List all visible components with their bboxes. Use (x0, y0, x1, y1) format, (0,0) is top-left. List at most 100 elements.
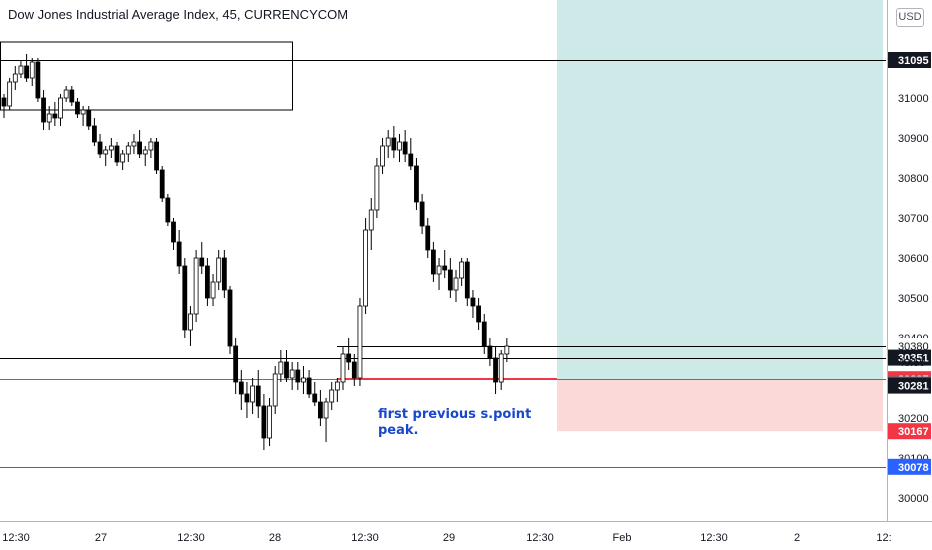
candle-body (380, 145, 385, 167)
candle (103, 146, 109, 166)
candle (244, 382, 250, 418)
candle (351, 354, 357, 386)
x-tick-label: 12:30 (177, 532, 205, 544)
candle (131, 134, 137, 154)
chart-title: Dow Jones Industrial Average Index, 45, … (8, 7, 349, 22)
candle-body (238, 381, 244, 395)
candle (464, 258, 470, 306)
candle (447, 258, 453, 298)
candle-body (125, 145, 131, 155)
candle (329, 382, 335, 410)
candle (52, 102, 58, 126)
candle (312, 382, 318, 406)
candle-body (80, 109, 86, 115)
x-tick-label: 12:30 (2, 532, 30, 544)
candle (148, 138, 154, 158)
candle-body (103, 149, 109, 155)
candle (199, 242, 205, 274)
x-tick-label: Feb (613, 532, 632, 544)
price-label-30167: 30167 (898, 426, 929, 438)
candle-body (425, 225, 431, 251)
y-tick-label-31000: 31000 (898, 93, 929, 105)
loss-zone (557, 379, 883, 432)
candle-body (317, 401, 323, 419)
y-tick-label-30800: 30800 (898, 173, 929, 185)
y-tick-label-30200: 30200 (898, 413, 929, 425)
candle (430, 242, 436, 282)
candle (425, 218, 431, 258)
candle-body (442, 265, 448, 271)
price-label-bg (888, 458, 931, 475)
candle-body (323, 401, 329, 419)
candle-body (430, 249, 436, 275)
candle (125, 142, 131, 162)
candle-body (476, 305, 482, 323)
candle-body (397, 141, 402, 151)
candle (29, 58, 35, 86)
candle-body (142, 149, 148, 155)
candle (278, 350, 284, 382)
candle-body (306, 377, 312, 395)
candle (120, 150, 126, 170)
candle (75, 98, 80, 118)
candle (41, 90, 46, 130)
candle-body (148, 141, 154, 151)
candle-body (159, 169, 165, 199)
candle (142, 146, 148, 166)
candle-body (408, 153, 414, 167)
candle-body (272, 373, 278, 407)
position-zones (557, 0, 883, 432)
candle (301, 366, 306, 394)
candle-body (221, 257, 227, 291)
candle (24, 54, 30, 82)
candle-body (120, 153, 126, 163)
candle (289, 362, 295, 390)
candle (261, 394, 267, 450)
candle (86, 106, 92, 130)
candle-body (12, 73, 18, 83)
candle (12, 66, 18, 90)
candle-body (368, 209, 374, 231)
candle (481, 314, 487, 354)
candle (216, 250, 222, 290)
candle (470, 290, 476, 318)
candle-body (470, 297, 476, 307)
candle (295, 362, 301, 390)
candle (58, 94, 63, 126)
candle-body (210, 281, 216, 299)
candle-body (7, 81, 13, 107)
candle-body (227, 289, 233, 347)
candle-body (340, 353, 346, 383)
candle-body (255, 385, 261, 407)
candle (267, 398, 272, 446)
currency-button[interactable]: USD (896, 8, 924, 27)
candle (108, 138, 114, 158)
candle-body (35, 61, 41, 99)
price-label-bg (888, 349, 931, 366)
candle-body (351, 361, 357, 379)
candle (18, 60, 24, 78)
time-axis[interactable]: 12:30 27 12:30 28 12:30 29 12:30 Feb 12:30 2 12: (0, 521, 932, 545)
candle-body (244, 393, 250, 403)
candle-body (464, 261, 470, 299)
candle-body (453, 277, 459, 291)
candle (46, 106, 52, 130)
x-tick-label: 27 (95, 532, 107, 544)
candle-body (188, 313, 193, 331)
x-tick-label: 28 (269, 532, 281, 544)
candle (221, 250, 227, 298)
candle (385, 130, 391, 158)
x-tick-label: 12: (876, 532, 891, 544)
candle (374, 158, 380, 218)
candle-body (334, 381, 340, 391)
candle (419, 194, 425, 234)
candle-body (171, 221, 176, 243)
candle (193, 250, 199, 322)
candle (7, 78, 13, 110)
profit-zone (557, 0, 883, 380)
candle-body (75, 101, 80, 115)
price-axis[interactable]: 3000030100302003030030400305003060030700… (887, 0, 932, 550)
candle-body (436, 265, 442, 275)
candle-body (261, 405, 267, 439)
